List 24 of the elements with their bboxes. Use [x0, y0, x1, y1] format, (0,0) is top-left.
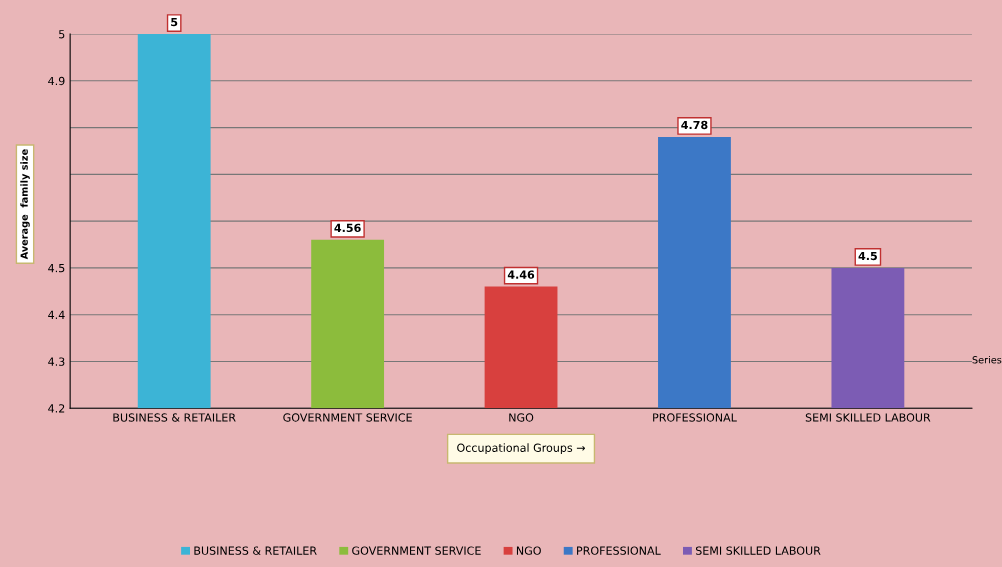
data-label: 4.78	[681, 120, 708, 130]
x-axis-title: Occupational Groups →	[457, 443, 586, 455]
x-tick-label: PROFESSIONAL	[653, 413, 737, 422]
data-label: 4.5	[858, 251, 877, 261]
x-tick-label: SEMI SKILLED LABOUR	[805, 413, 931, 422]
y-tick-label: 4.3	[48, 357, 65, 366]
x-tick-label: BUSINESS & RETAILER	[113, 413, 236, 422]
text: Series	[972, 355, 1002, 364]
legend-label: NGO	[516, 546, 541, 555]
x-tick-label: NGO	[509, 413, 534, 422]
x-tick-label: GOVERNMENT SERVICE	[283, 413, 412, 422]
y-tick-label: 4.9	[48, 76, 65, 86]
legend-label: SEMI SKILLED LABOUR	[695, 546, 821, 555]
data-label: 4.56	[334, 223, 361, 233]
data-label: 5	[171, 18, 178, 27]
y-axis-title: Average family size	[20, 149, 30, 260]
y-tick-label: 4.5	[48, 264, 65, 273]
y-tick-label: 4.4	[48, 310, 65, 319]
y-tick-label: 4.2	[48, 404, 65, 413]
legend-label: PROFESSIONAL	[577, 546, 661, 555]
y-tick-label: 5	[59, 30, 65, 39]
legend-label: BUSINESS & RETAILER	[194, 546, 317, 555]
legend-label: GOVERNMENT SERVICE	[352, 546, 481, 555]
data-label: 4.46	[507, 270, 535, 279]
